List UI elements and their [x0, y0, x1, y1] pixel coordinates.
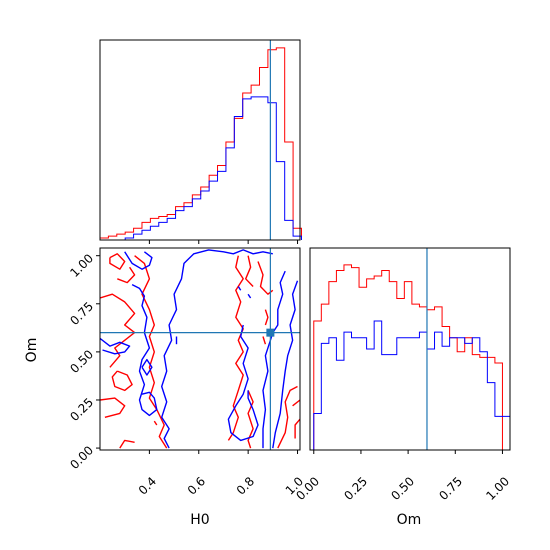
contour-red-12 — [262, 336, 267, 345]
histogram-om-red-series — [313, 264, 510, 451]
contour-red-15 — [294, 418, 300, 439]
contour-panel — [96, 247, 301, 454]
y-tick-label-om: 0.50 — [67, 347, 96, 376]
contour-blue-27 — [272, 280, 299, 449]
contour-red-7 — [153, 420, 158, 426]
x-axis-label-h0: H0 — [190, 512, 209, 528]
x-tick-label-om: 0.75 — [436, 474, 465, 503]
contour-lines — [100, 249, 300, 449]
contour-panel-frame — [99, 247, 301, 451]
contour-red-6 — [134, 255, 168, 449]
histogram-om-blue-series — [313, 320, 511, 450]
contour-red-1 — [117, 266, 136, 284]
contour-red-16 — [292, 399, 300, 407]
contour-blue-18 — [124, 251, 153, 270]
contour-red-3 — [111, 370, 133, 392]
histogram-h0-red-series — [99, 47, 302, 240]
x-tick-label-h0: 0.4 — [136, 474, 159, 497]
contour-red-8 — [227, 255, 244, 441]
x-tick-label-h0: 0.6 — [185, 474, 208, 497]
contour-red-2 — [100, 293, 136, 368]
contour-blue-24 — [247, 293, 252, 299]
contour-red-9 — [245, 255, 254, 287]
x-tick-label-om: 0.50 — [388, 474, 417, 503]
contour-red-11 — [264, 309, 269, 326]
contour-red-13 — [247, 390, 254, 449]
contour-blue-19 — [131, 283, 158, 417]
histogram-h0-frame — [99, 39, 301, 241]
contour-blue-25 — [227, 324, 259, 442]
contour-red-0 — [109, 253, 126, 270]
contour-red-4 — [100, 397, 126, 418]
histogram-om-frame — [309, 247, 511, 451]
x-tick-label-om: 1.00 — [483, 474, 512, 503]
contour-blue-22 — [161, 249, 273, 449]
x-axis-label-om: Om — [397, 512, 422, 528]
contour-red-10 — [257, 261, 274, 295]
y-tick-label-om: 0.00 — [67, 443, 96, 472]
contour-red-5 — [119, 439, 135, 449]
contour-red-14 — [277, 385, 298, 449]
y-tick-label-om: 0.75 — [67, 299, 96, 328]
y-tick-label-om: 0.25 — [67, 395, 96, 424]
contour-blue-17 — [100, 337, 131, 355]
y-tick-label-om: 1.00 — [67, 251, 96, 280]
x-tick-label-om: 0.25 — [341, 474, 370, 503]
truth-marker — [266, 328, 275, 337]
contour-blue-23 — [237, 286, 242, 291]
histogram-om-panel — [309, 247, 511, 454]
x-tick-label-h0: 0.8 — [234, 474, 257, 497]
y-axis-label-om: Om — [24, 338, 40, 363]
histogram-h0-blue-series — [100, 96, 302, 241]
contour-blue-26 — [262, 270, 286, 449]
histogram-h0-panel — [99, 39, 302, 244]
contour-blue-20 — [141, 358, 153, 376]
